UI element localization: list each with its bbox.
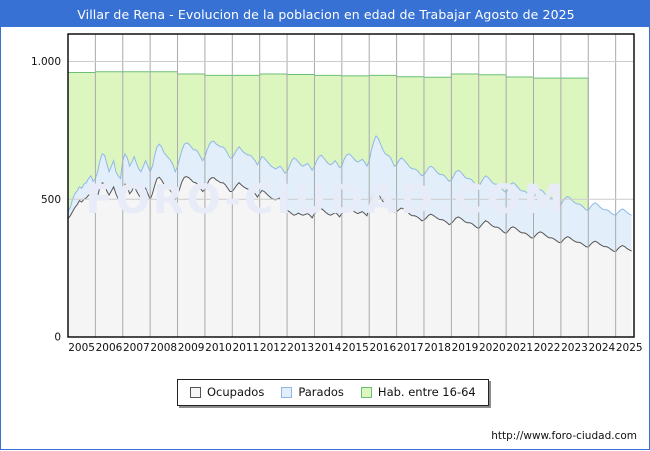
x-axis-tick-label: 2015 bbox=[342, 342, 369, 354]
x-axis-tick-label: 2023 bbox=[561, 342, 588, 354]
legend-label-ocupados: Ocupados bbox=[207, 385, 265, 399]
x-axis-tick-label: 2010 bbox=[205, 342, 232, 354]
x-axis-tick-label: 2011 bbox=[233, 342, 260, 354]
window-title-bar: Villar de Rena - Evolucion de la poblaci… bbox=[1, 1, 650, 27]
x-axis-tick-label: 2012 bbox=[260, 342, 287, 354]
y-axis-tick-label: 1.000 bbox=[31, 56, 61, 68]
chart-legend: Ocupados Parados Hab. entre 16-64 bbox=[177, 379, 489, 406]
x-axis-tick-label: 2022 bbox=[534, 342, 561, 354]
x-axis-tick-label: 2008 bbox=[150, 342, 177, 354]
x-axis-tick-label: 2024 bbox=[589, 342, 616, 354]
x-axis-tick-label: 2017 bbox=[397, 342, 424, 354]
x-axis-tick-label: 2006 bbox=[96, 342, 123, 354]
legend-swatch-ocupados bbox=[190, 386, 201, 398]
x-axis-tick-label: 2005 bbox=[68, 342, 95, 354]
legend-label-parados: Parados bbox=[298, 385, 344, 399]
x-axis-tick-label: 2020 bbox=[479, 342, 506, 354]
y-axis-tick-label: 500 bbox=[41, 194, 61, 206]
x-axis-tick-label: 2009 bbox=[178, 342, 205, 354]
legend-item-habitantes[interactable]: Hab. entre 16-64 bbox=[360, 385, 476, 399]
x-axis-tick-label: 2021 bbox=[506, 342, 533, 354]
y-axis-tick-label: 0 bbox=[54, 332, 61, 344]
source-url[interactable]: http://www.foro-ciudad.com bbox=[491, 430, 637, 442]
legend-swatch-parados bbox=[281, 386, 293, 398]
x-axis-tick-label: 2018 bbox=[424, 342, 451, 354]
x-axis-tick-label: 2014 bbox=[315, 342, 342, 354]
legend-item-parados[interactable]: Parados bbox=[281, 385, 344, 399]
x-axis-tick-label: 2013 bbox=[287, 342, 314, 354]
legend-swatch-habitantes bbox=[360, 386, 372, 398]
x-axis-tick-label: 2019 bbox=[452, 342, 479, 354]
legend-item-ocupados[interactable]: Ocupados bbox=[190, 385, 264, 399]
legend-label-habitantes: Hab. entre 16-64 bbox=[377, 385, 476, 399]
chart-plot-area: FORO-CIUDAD.COM 0 500 1.000 2005 2006 2007 200… bbox=[1, 27, 650, 451]
x-axis-tick-label: 2016 bbox=[369, 342, 396, 354]
page-title: Villar de Rena - Evolucion de la poblaci… bbox=[77, 6, 575, 22]
x-axis-tick-label: 2025 bbox=[616, 342, 643, 354]
x-axis-tick-label: 2007 bbox=[123, 342, 150, 354]
